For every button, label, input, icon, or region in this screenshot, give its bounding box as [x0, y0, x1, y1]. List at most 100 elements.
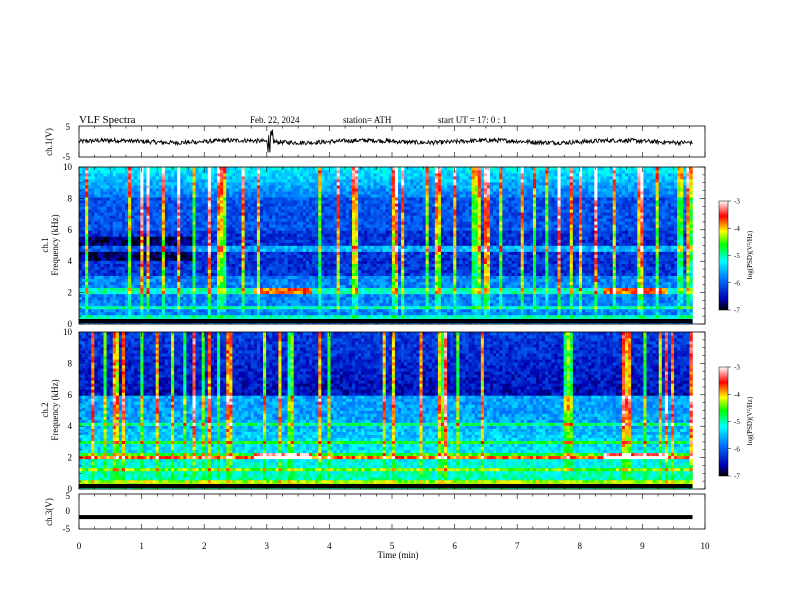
spectrogram-cell: [195, 278, 199, 283]
spectrogram-cell: [146, 257, 150, 261]
spectrogram-cell: [149, 263, 153, 267]
spectrogram-cell: [437, 284, 442, 289]
spectrogram-cell: [266, 281, 270, 286]
spectrogram-cell: [367, 260, 371, 264]
spectrogram-cell: [269, 287, 273, 292]
spectrogram-cell: [146, 263, 150, 267]
spectrogram-cell: [664, 287, 669, 292]
spectrogram-cell: [155, 254, 160, 258]
spectrogram-cell: [585, 257, 589, 261]
spectrogram-cell: [517, 296, 522, 301]
spectrogram-cell: [575, 284, 580, 289]
spectrogram-cell: [149, 272, 153, 276]
spectrogram-cell: [468, 260, 472, 264]
spectrogram-cell: [299, 311, 304, 316]
spectrogram-cell: [302, 254, 307, 258]
spectrogram-cell: [327, 302, 331, 307]
spectrogram-cell: [256, 305, 261, 310]
spectrogram-cell: [137, 278, 141, 283]
spectrogram-cell: [201, 263, 206, 267]
spectrogram-cell: [256, 266, 261, 270]
spectrogram-cell: [370, 293, 374, 298]
spectrogram-cell: [615, 266, 620, 270]
spectrogram-cell: [582, 284, 586, 289]
spectrogram-cell: [247, 281, 252, 286]
spectrogram-cell: [174, 269, 178, 273]
spectrogram-cell: [379, 314, 383, 319]
spectrogram-cell: [370, 299, 374, 304]
spectrogram-cell: [631, 293, 635, 298]
spectrogram-cell: [281, 251, 285, 255]
spectrogram-cell: [437, 302, 442, 307]
spectrogram-cell: [603, 257, 607, 261]
spectrogram-cell: [321, 314, 325, 319]
spectrogram-cell: [134, 299, 138, 304]
spectrogram-cell: [333, 290, 337, 295]
spectrogram-cell: [275, 278, 279, 283]
spectrogram-cell: [321, 296, 325, 301]
spectrogram-cell: [419, 260, 423, 264]
spectrogram-cell: [480, 257, 485, 261]
spectrogram-cell: [312, 254, 316, 258]
spectrogram-cell: [588, 257, 592, 261]
spectrogram-cell: [618, 275, 623, 280]
spectrogram-cell: [241, 269, 245, 273]
spectrogram-cell: [462, 281, 466, 286]
spectrogram-cell: [315, 257, 319, 261]
spectrogram-cell: [625, 254, 629, 258]
spectrogram-cell: [115, 281, 120, 286]
spectrogram-cell: [545, 272, 549, 276]
spectrogram-cell: [125, 308, 129, 313]
spectrogram-cell: [275, 251, 279, 255]
spectrogram-cell: [281, 248, 285, 252]
spectrogram-cell: [253, 302, 258, 307]
spectrogram-cell: [413, 293, 417, 298]
spectrogram-cell: [394, 263, 399, 267]
spectrogram-cell: [112, 311, 117, 316]
spectrogram-cell: [186, 275, 190, 280]
spectrogram-cell: [198, 308, 202, 313]
spectrogram-cell: [284, 272, 288, 276]
spectrogram-cell: [342, 314, 347, 319]
spectrogram-cell: [661, 299, 666, 304]
spectrogram-cell: [137, 275, 141, 280]
spectrogram-cell: [379, 263, 383, 267]
spectrogram-cell: [582, 254, 586, 258]
spectrogram-cell: [582, 260, 586, 264]
spectrogram-cell: [661, 296, 666, 301]
spectrogram-cell: [661, 254, 666, 258]
spectrogram-cell: [557, 260, 561, 264]
spectrogram-cell: [370, 260, 374, 264]
spectrogram-cell: [321, 302, 325, 307]
spectrogram-cell: [361, 311, 365, 316]
spectrogram-cell: [370, 251, 374, 255]
spectrogram-cell: [272, 260, 276, 264]
spectrogram-cell: [305, 278, 310, 283]
spectrogram-cell: [661, 269, 666, 273]
spectrogram-cell: [100, 311, 104, 316]
spectrogram-cell: [293, 293, 298, 298]
spectrogram-cell: [502, 299, 506, 304]
spectrogram-cell: [499, 251, 503, 255]
spectrogram-cell: [450, 266, 454, 270]
spectrogram-cell: [514, 287, 518, 292]
spectrogram-cell: [131, 272, 135, 276]
spectrogram-cell: [637, 260, 641, 264]
spectrogram-cell: [649, 275, 653, 280]
spectrogram-cell: [686, 311, 690, 316]
spectrogram-cell: [471, 263, 475, 267]
spectrogram-cell: [131, 293, 135, 298]
spectrogram-cell: [594, 284, 598, 289]
spectrogram-cell: [177, 296, 181, 301]
spectrogram-cell: [143, 263, 147, 267]
spectrogram-cell: [361, 278, 365, 283]
spectrogram-cell: [189, 308, 193, 313]
spectrogram-cell: [355, 257, 359, 261]
spectrogram-cell: [161, 302, 166, 307]
spectrogram-cell: [431, 278, 436, 283]
spectrogram-cell: [450, 305, 454, 310]
spectrogram-cell: [256, 257, 261, 261]
spectrogram-cell: [385, 296, 390, 301]
spectrogram-cell: [667, 305, 672, 310]
spectrogram-cell: [106, 296, 110, 301]
